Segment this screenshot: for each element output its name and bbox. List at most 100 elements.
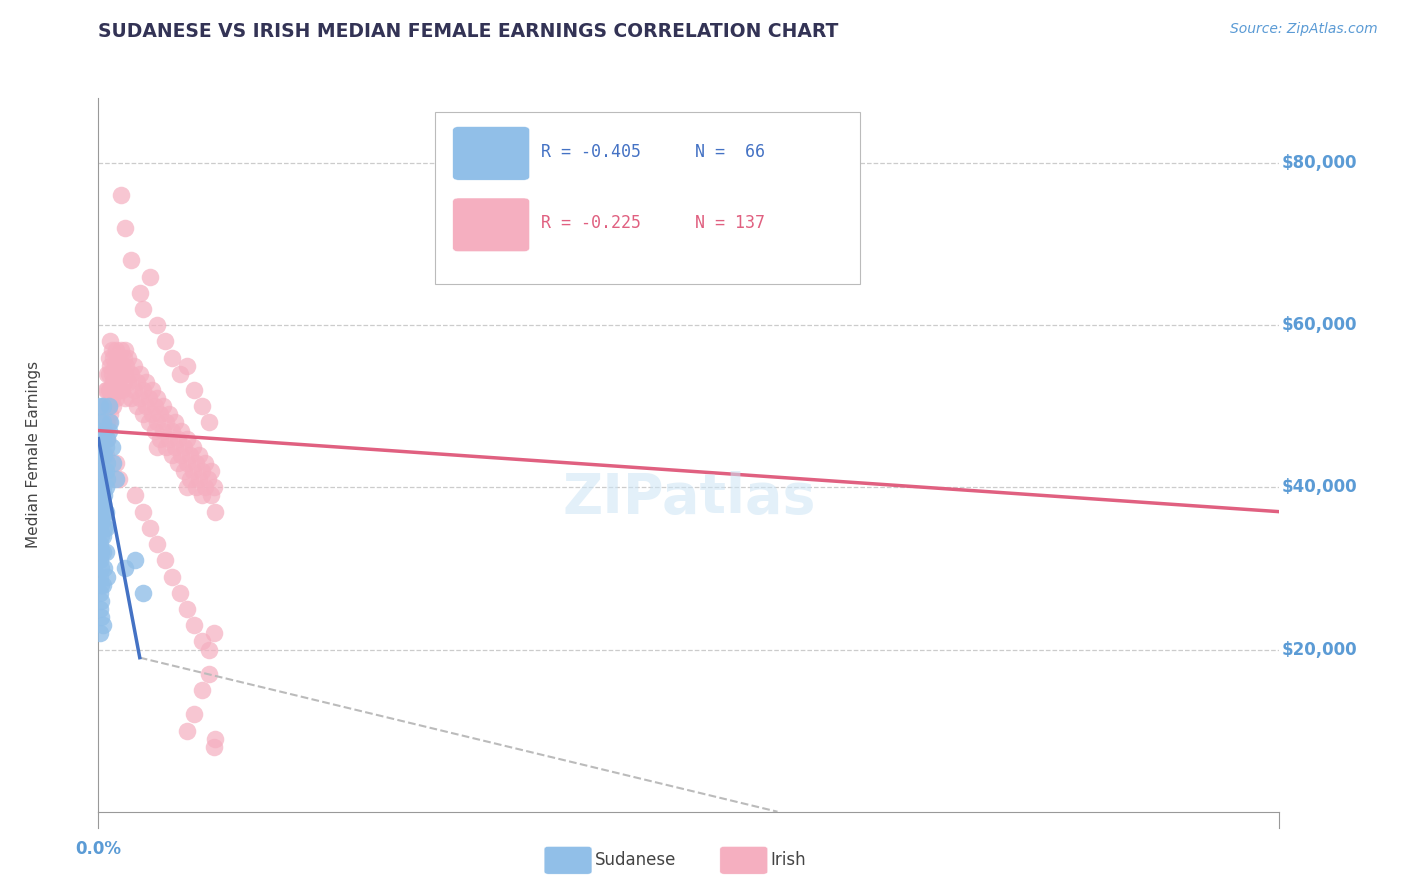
Point <box>183 707 205 722</box>
Point <box>124 553 146 567</box>
Point <box>89 569 111 583</box>
Point <box>114 561 136 575</box>
Point <box>105 456 128 470</box>
Point <box>146 416 169 430</box>
Point <box>114 391 136 405</box>
Point <box>89 488 111 502</box>
Point <box>105 343 128 357</box>
Point <box>89 505 111 519</box>
Point <box>149 432 172 446</box>
Point <box>202 739 225 754</box>
Point <box>184 480 207 494</box>
Text: R = -0.405: R = -0.405 <box>541 143 641 161</box>
Point <box>97 424 120 438</box>
Point <box>155 440 177 454</box>
Point <box>165 440 187 454</box>
Point <box>138 391 160 405</box>
Point <box>194 456 217 470</box>
Point <box>89 424 111 438</box>
Point <box>91 448 114 462</box>
Text: R = -0.225: R = -0.225 <box>541 214 641 232</box>
Point <box>96 569 118 583</box>
Point <box>162 448 183 462</box>
Point <box>98 334 121 349</box>
Point <box>157 408 180 422</box>
Point <box>128 391 150 405</box>
Point <box>93 432 115 446</box>
Point <box>120 391 142 405</box>
Point <box>176 602 198 616</box>
Point <box>91 432 114 446</box>
Point <box>187 472 209 486</box>
Point <box>139 269 162 284</box>
Point <box>91 432 114 446</box>
Text: Irish: Irish <box>770 851 806 869</box>
Point <box>100 391 122 405</box>
Point <box>122 383 145 397</box>
Point <box>98 416 121 430</box>
Point <box>97 416 120 430</box>
Point <box>176 723 198 738</box>
Point <box>90 448 112 462</box>
Point <box>103 351 125 365</box>
Point <box>91 513 114 527</box>
Point <box>90 416 112 430</box>
Point <box>89 456 111 470</box>
Point <box>191 683 214 698</box>
Point <box>125 375 148 389</box>
Point <box>128 367 150 381</box>
Text: Source: ZipAtlas.com: Source: ZipAtlas.com <box>1230 22 1378 37</box>
Point <box>114 343 136 357</box>
Point <box>94 464 117 478</box>
Point <box>97 367 120 381</box>
Point <box>120 367 142 381</box>
Point <box>105 472 128 486</box>
Point <box>204 505 226 519</box>
FancyBboxPatch shape <box>434 112 860 284</box>
Point <box>89 586 111 600</box>
Text: N = 137: N = 137 <box>695 214 765 232</box>
Point <box>176 480 198 494</box>
Point <box>94 448 117 462</box>
Point <box>170 448 193 462</box>
Point <box>90 497 112 511</box>
Point <box>97 351 120 365</box>
Point <box>103 456 125 470</box>
Point <box>90 529 112 543</box>
Point <box>132 383 155 397</box>
Point <box>117 375 139 389</box>
Point <box>191 464 214 478</box>
Point <box>176 432 198 446</box>
Point <box>93 488 115 502</box>
Point <box>103 375 125 389</box>
Point <box>169 367 191 381</box>
Point <box>91 497 114 511</box>
Point <box>89 553 111 567</box>
Point <box>179 448 201 462</box>
Point <box>89 399 111 413</box>
Point <box>89 440 111 454</box>
Point <box>98 383 121 397</box>
Point <box>96 416 118 430</box>
Text: N =  66: N = 66 <box>695 143 765 161</box>
Point <box>91 545 114 559</box>
Point <box>93 561 115 575</box>
Point <box>162 424 183 438</box>
Point <box>111 383 134 397</box>
Point <box>110 343 132 357</box>
Point <box>90 480 112 494</box>
Point <box>122 359 145 373</box>
Point <box>90 432 112 446</box>
Point <box>183 383 205 397</box>
Point <box>96 456 118 470</box>
Point <box>111 359 134 373</box>
Point <box>89 537 111 551</box>
Point <box>93 521 115 535</box>
Point <box>93 464 115 478</box>
Point <box>135 399 157 413</box>
Point <box>191 399 214 413</box>
Point <box>162 569 183 583</box>
Point <box>124 488 146 502</box>
Point <box>110 367 132 381</box>
Point <box>108 383 131 397</box>
